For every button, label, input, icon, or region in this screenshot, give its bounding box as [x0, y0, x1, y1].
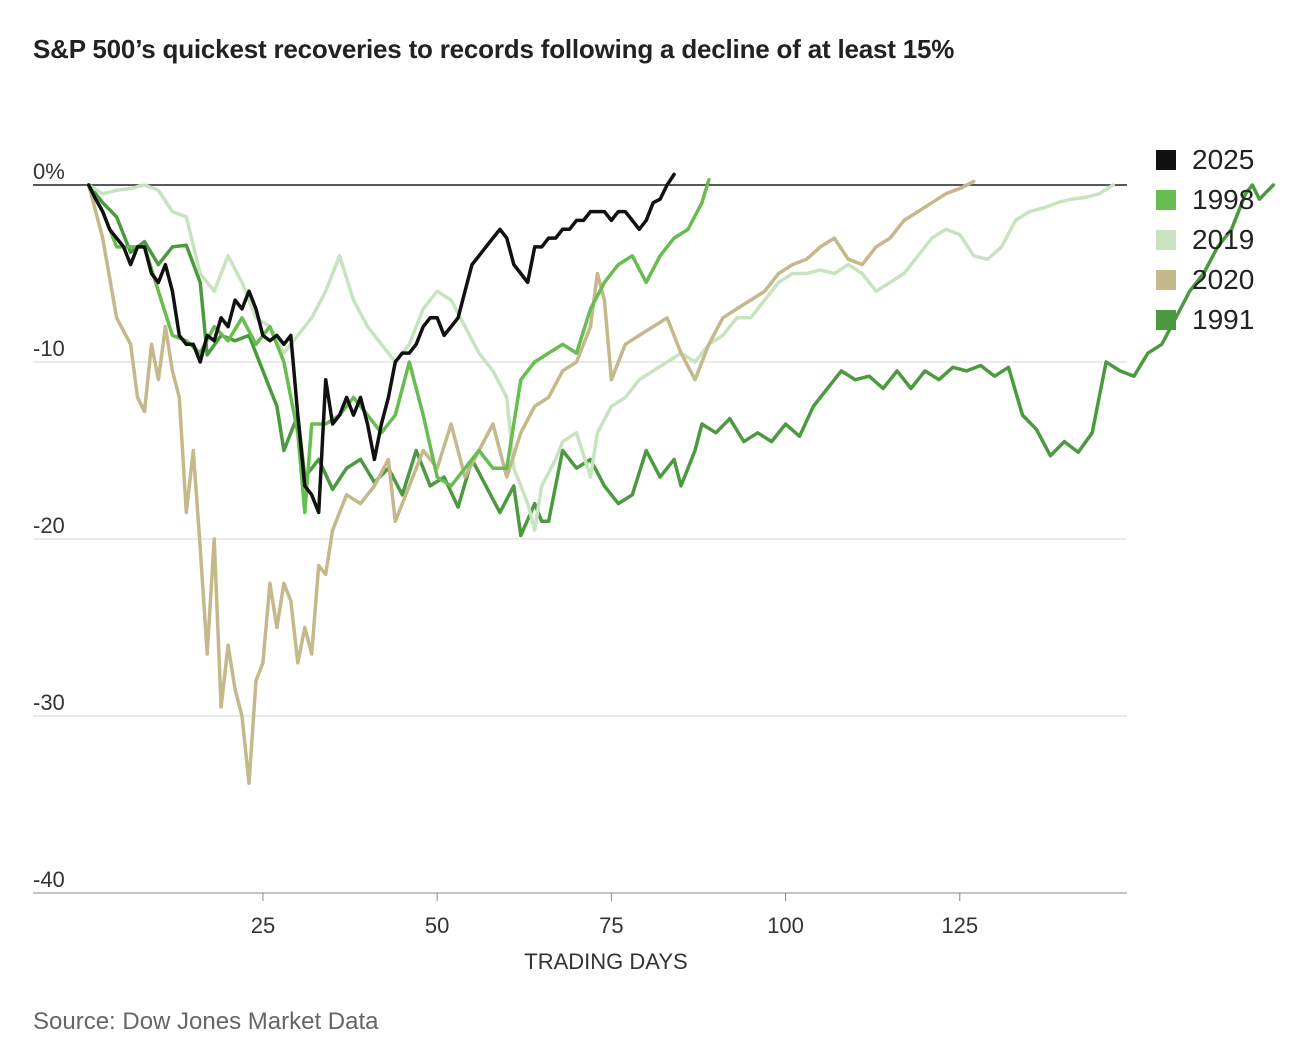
legend-label: 2025 — [1192, 144, 1255, 175]
y-axis-labels: 0% -10 -20 -30 -40 — [33, 159, 65, 892]
y-tick-label: -30 — [33, 690, 65, 715]
y-tick-label: 0% — [33, 159, 65, 184]
legend-label: 1998 — [1192, 184, 1255, 215]
legend-swatch — [1156, 310, 1176, 330]
legend-swatch — [1156, 230, 1176, 250]
x-tick-label: 75 — [599, 913, 623, 938]
y-tick-label: -20 — [33, 513, 65, 538]
series-lines — [86, 172, 1276, 786]
series-line-2019 — [86, 183, 1115, 532]
x-tick-label: 125 — [941, 913, 978, 938]
x-axis: 25 50 75 100 125 — [251, 893, 978, 938]
y-tick-label: -10 — [33, 336, 65, 361]
x-tick-label: 50 — [425, 913, 449, 938]
legend-label: 2019 — [1192, 224, 1255, 255]
x-tick-label: 100 — [767, 913, 804, 938]
source-note: Source: Dow Jones Market Data — [33, 1008, 379, 1035]
x-tick-label: 25 — [251, 913, 275, 938]
chart-title: S&P 500’s quickest recoveries to records… — [33, 34, 955, 64]
legend-label: 2020 — [1192, 264, 1255, 295]
series-line-2025 — [86, 172, 676, 515]
legend-swatch — [1156, 190, 1176, 210]
legend: 2025 1998 2019 2020 1991 — [1156, 140, 1254, 340]
legend-item: 2019 — [1156, 220, 1254, 260]
legend-item: 2020 — [1156, 260, 1254, 300]
legend-item: 1998 — [1156, 180, 1254, 220]
legend-swatch — [1156, 270, 1176, 290]
x-axis-title: TRADING DAYS — [524, 949, 687, 974]
series-line-1991 — [86, 183, 1276, 538]
legend-swatch — [1156, 150, 1176, 170]
legend-item: 2025 — [1156, 140, 1254, 180]
legend-item: 1991 — [1156, 300, 1254, 340]
y-tick-label: -40 — [33, 867, 65, 892]
series-line-2020 — [86, 179, 976, 786]
gridlines — [33, 184, 1127, 894]
legend-label: 1991 — [1192, 304, 1255, 335]
